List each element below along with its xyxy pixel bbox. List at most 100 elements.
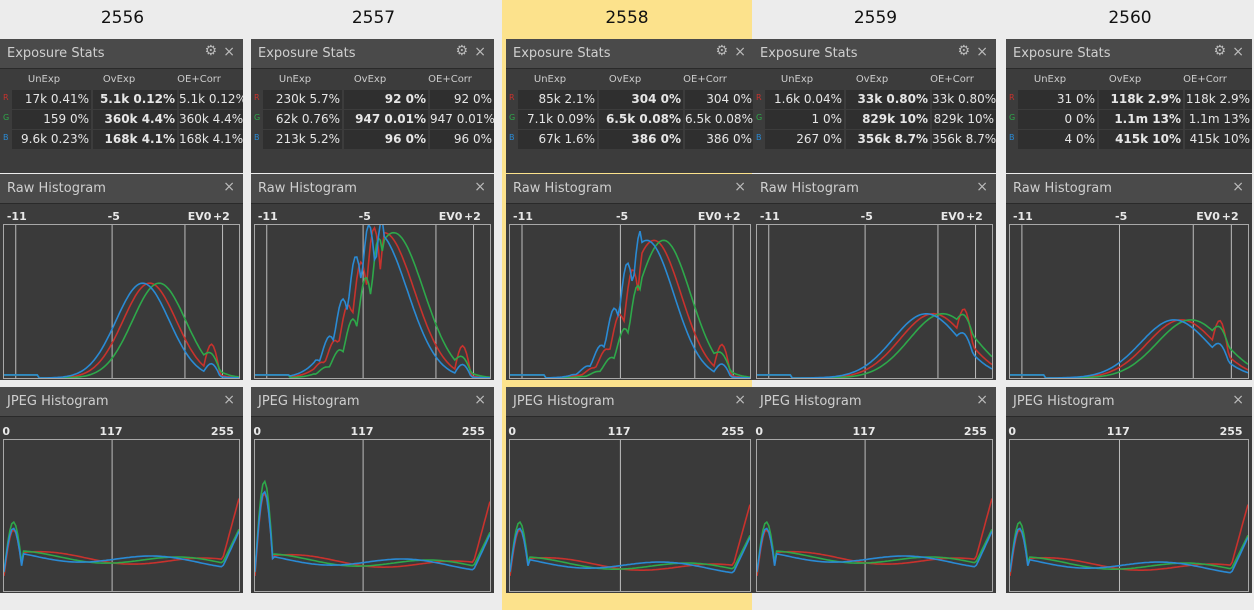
unexposed-value: 7.1k 0.09% (518, 110, 597, 129)
raw-histogram-header: Raw Histogram × (0, 174, 243, 204)
value-tick-label: 255 (1219, 425, 1243, 438)
stats-column-header: OvExp (353, 74, 387, 85)
stats-row-r: R 31 0% 118k 2.9% 118k 2.9% (1006, 90, 1252, 109)
unexposed-value: 1.6k 0.04% (765, 90, 844, 109)
exposure-stats-panel: Exposure Stats ⚙ × UnExp OvExp OE+Corr R 85k 2.… (506, 39, 754, 173)
overexposed-value: 1.1m 13% (1099, 110, 1183, 129)
unexposed-value: 159 0% (12, 110, 91, 129)
close-icon[interactable]: × (976, 179, 988, 195)
ev-tick-label: -5 (1115, 210, 1128, 223)
raw-histogram-panel: Raw Histogram × -11 -5 EV0 +2 (753, 174, 996, 380)
raw-histogram-graph (4, 225, 239, 378)
jpeg-trace-red (255, 491, 490, 576)
image-column-2558[interactable]: 2558 Exposure Stats ⚙ × UnExp OvExp OE+Corr R 85… (502, 0, 754, 610)
close-icon[interactable]: × (1232, 392, 1244, 408)
raw-histogram-plot (3, 224, 240, 379)
close-icon[interactable]: × (976, 392, 988, 408)
close-icon[interactable]: × (734, 392, 746, 408)
image-column-2559[interactable]: 2559 Exposure Stats ⚙ × UnExp OvExp OE+Corr R 1.… (753, 0, 998, 610)
raw-ev-axis: -11 -5 EV0 +2 (0, 210, 243, 224)
close-icon[interactable]: × (474, 179, 486, 195)
gear-icon[interactable]: ⚙ (455, 43, 468, 59)
channel-label: B (1009, 133, 1015, 142)
jpeg-value-axis: 0 117 255 (0, 425, 243, 439)
ev-tick-label: EV0 (438, 210, 463, 223)
unexposed-value: 267 0% (765, 130, 844, 149)
jpeg-histogram-panel: JPEG Histogram × 0 117 255 (753, 387, 996, 593)
close-icon[interactable]: × (474, 392, 486, 408)
overexposed-value: 386 0% (599, 130, 683, 149)
raw-trace-red (757, 308, 992, 378)
exposure-stats-header: Exposure Stats ⚙ × (753, 39, 996, 69)
stats-column-header: OE+Corr (683, 74, 727, 85)
close-icon[interactable]: × (976, 44, 988, 60)
stats-header-row: UnExp OvExp OE+Corr (506, 74, 754, 88)
raw-histogram-header: Raw Histogram × (251, 174, 494, 204)
jpeg-histogram-plot (756, 439, 993, 592)
exposure-stats-header: Exposure Stats ⚙ × (1006, 39, 1252, 69)
jpeg-histogram-graph (255, 440, 490, 591)
channel-label: R (509, 93, 515, 102)
stats-column-header: UnExp (27, 74, 61, 85)
oe-corr-value: 386 0% (685, 130, 754, 149)
raw-histogram-graph (757, 225, 992, 378)
jpeg-value-axis: 0 117 255 (251, 425, 494, 439)
jpeg-trace-blue (4, 527, 239, 572)
close-icon[interactable]: × (734, 179, 746, 195)
close-icon[interactable]: × (1232, 44, 1244, 60)
overexposed-value: 92 0% (344, 90, 428, 109)
stats-column-header: UnExp (1033, 74, 1067, 85)
unexposed-value: 67k 1.6% (518, 130, 597, 149)
gear-icon[interactable]: ⚙ (715, 43, 728, 59)
jpeg-value-axis: 0 117 255 (753, 425, 996, 439)
raw-histogram-plot (509, 224, 751, 379)
image-column-2560[interactable]: 2560 Exposure Stats ⚙ × UnExp OvExp OE+Corr R 31… (1006, 0, 1254, 610)
value-tick-label: 255 (210, 425, 234, 438)
exposure-stats-panel: Exposure Stats ⚙ × UnExp OvExp OE+Corr R 1.6k 0… (753, 39, 996, 173)
close-icon[interactable]: × (223, 392, 235, 408)
exposure-stats-header: Exposure Stats ⚙ × (506, 39, 754, 69)
raw-histogram-graph (1010, 225, 1248, 378)
gear-icon[interactable]: ⚙ (957, 43, 970, 59)
image-column-2556[interactable]: 2556 Exposure Stats ⚙ × UnExp OvExp OE+Corr R 17… (0, 0, 245, 610)
value-tick-label: 0 (2, 425, 11, 438)
close-icon[interactable]: × (474, 44, 486, 60)
close-icon[interactable]: × (1232, 179, 1244, 195)
jpeg-histogram-graph (4, 440, 239, 591)
raw-histogram-header: Raw Histogram × (506, 174, 754, 204)
raw-histogram-panel: Raw Histogram × -11 -5 EV0 +2 (0, 174, 243, 380)
image-number: 2558 (605, 8, 649, 28)
jpeg-trace-green (757, 520, 992, 573)
close-icon[interactable]: × (734, 44, 746, 60)
channel-label: G (254, 113, 261, 122)
gear-icon[interactable]: ⚙ (1213, 43, 1226, 59)
unexposed-value: 31 0% (1018, 90, 1097, 109)
jpeg-histogram-panel: JPEG Histogram × 0 117 255 (1006, 387, 1252, 593)
oe-corr-value: 118k 2.9% (1185, 90, 1252, 109)
ev-tick-label: -5 (358, 210, 371, 223)
close-icon[interactable]: × (223, 179, 235, 195)
raw-ev-axis: -11 -5 EV0 +2 (753, 210, 996, 224)
image-column-2557[interactable]: 2557 Exposure Stats ⚙ × UnExp OvExp OE+Corr R 23… (251, 0, 496, 610)
unexposed-value: 230k 5.7% (263, 90, 342, 109)
raw-histogram-title: Raw Histogram (258, 181, 357, 196)
stats-column-header: OE+Corr (930, 74, 974, 85)
gear-icon[interactable]: ⚙ (204, 43, 217, 59)
raw-trace-blue (757, 313, 992, 378)
image-number: 2556 (100, 8, 145, 28)
raw-histogram-header: Raw Histogram × (753, 174, 996, 204)
raw-trace-blue (510, 230, 750, 378)
oe-corr-value: 1.1m 13% (1185, 110, 1252, 129)
jpeg-trace-green (1010, 520, 1248, 573)
jpeg-trace-green (255, 479, 490, 573)
value-tick-label: 117 (350, 425, 374, 438)
jpeg-histogram-plot (1009, 439, 1249, 592)
stats-column-header: OvExp (1108, 74, 1142, 85)
jpeg-histogram-graph (510, 440, 750, 591)
stats-column-header: OvExp (608, 74, 642, 85)
close-icon[interactable]: × (223, 44, 235, 60)
value-tick-label: 255 (721, 425, 745, 438)
value-tick-label: 255 (461, 425, 485, 438)
jpeg-histogram-panel: JPEG Histogram × 0 117 255 (0, 387, 243, 593)
